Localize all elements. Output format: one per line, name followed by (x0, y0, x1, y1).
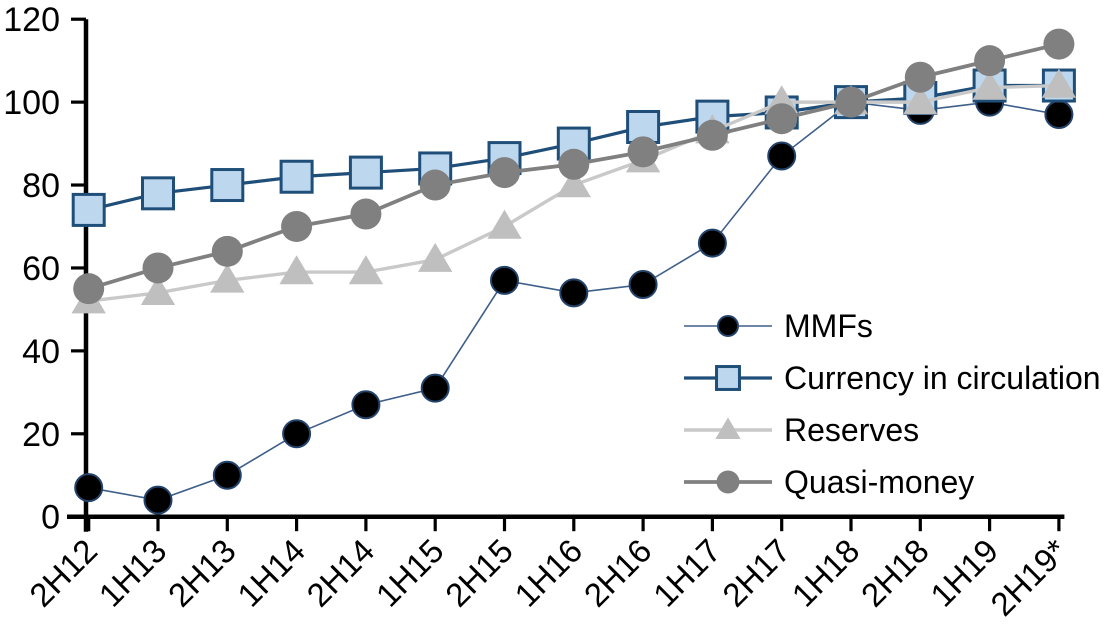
marker-mmfs-2h15 (490, 265, 519, 295)
x-tick-label-2h19: 2H19* (983, 532, 1074, 623)
legend-label-mmfs: MMFs (784, 308, 873, 344)
marker-quasi-money-2h17 (766, 103, 798, 135)
y-tick-label: 40 (22, 333, 60, 371)
marker-reserves-1h16 (556, 168, 591, 198)
x-tick-label-1h16: 1H16 (507, 532, 589, 614)
series-reserves (71, 68, 1077, 314)
x-tick-label-1h15: 1H15 (369, 532, 451, 614)
x-tick-label-2h16: 2H16 (577, 532, 659, 614)
marker-reserves-2h18 (903, 85, 938, 115)
marker-currency-in-circulation-2h14 (348, 155, 383, 190)
marker-mmfs-1h17 (697, 228, 727, 258)
marker-quasi-money-1h13 (142, 252, 174, 284)
legend: MMFs Currency in circulation Reserves Quasi… (684, 308, 1101, 500)
marker-mmfs-1h14 (282, 419, 312, 449)
marker-quasi-money-2h15 (489, 157, 520, 189)
x-tick-label-1h14: 1H14 (230, 532, 312, 614)
x-tick-label-1h17: 1H17 (646, 532, 728, 614)
y-tick-label: 100 (3, 84, 60, 122)
marker-quasi-money-2h14 (350, 198, 382, 230)
marker-reserves-1h15 (418, 242, 453, 272)
series-mmfs (74, 87, 1074, 515)
series-quasi-money (73, 28, 1075, 305)
y-tick-label: 120 (3, 1, 60, 39)
marker-quasi-money-1h17 (696, 119, 728, 151)
legend-item-mmfs: MMFs (684, 308, 873, 344)
marker-quasi-money-1h15 (419, 169, 451, 201)
legend-item-reserves: Reserves (684, 412, 919, 448)
marker-reserves-2h14 (348, 255, 384, 285)
legend-label-currency-in-circulation: Currency in circulation (784, 360, 1101, 396)
marker-currency-in-circulation-2h13 (210, 168, 245, 203)
marker-mmfs-2h13 (212, 460, 242, 490)
marker-reserves-2h19 (1041, 68, 1077, 98)
marker-quasi-money-1h14 (281, 210, 313, 242)
y-tick-label: 0 (41, 499, 60, 537)
marker-reserves-2h13 (210, 263, 245, 293)
marker-quasi-money-2h16 (627, 136, 659, 168)
marker-currency-in-circulation-2h12 (71, 192, 106, 227)
legend-item-quasi-money: Quasi-money (684, 464, 974, 500)
legend-marker-quasi-money (716, 470, 740, 494)
marker-reserves-1h14 (279, 255, 314, 285)
x-tick-label-2h18: 2H18 (854, 532, 936, 614)
y-tick-label: 60 (22, 250, 60, 288)
legend-label-reserves: Reserves (784, 412, 919, 448)
x-tick-label-2h17: 2H17 (715, 532, 797, 614)
marker-mmfs-1h13 (143, 485, 173, 515)
legend-marker-mmfs (717, 315, 739, 337)
y-tick-label: 20 (22, 416, 60, 454)
legend-item-currency-in-circulation: Currency in circulation (684, 360, 1101, 396)
x-tick-label-2h13: 2H13 (161, 532, 243, 614)
marker-mmfs-2h17 (767, 141, 797, 171)
legend-label-quasi-money: Quasi-money (784, 464, 974, 500)
y-tick-label: 80 (22, 167, 60, 205)
x-tick-label-1h18: 1H18 (785, 532, 867, 614)
x-tick-label-2h12: 2H12 (22, 532, 104, 614)
marker-currency-in-circulation-1h13 (141, 176, 175, 211)
x-tick-label-1h13: 1H13 (92, 532, 174, 614)
marker-mmfs-1h15 (420, 373, 450, 403)
marker-reserves-2h15 (487, 209, 522, 239)
legend-marker-reserves (715, 417, 741, 440)
marker-quasi-money-1h18 (835, 86, 867, 118)
x-tick-label-2h14: 2H14 (299, 532, 381, 614)
x-tick-label-2h15: 2H15 (438, 532, 520, 614)
legend-marker-currency-in-circulation (715, 365, 741, 391)
marker-quasi-money-2h18 (904, 61, 936, 93)
marker-quasi-money-1h19 (974, 45, 1006, 77)
marker-quasi-money-2h13 (211, 235, 243, 267)
marker-mmfs-2h16 (628, 270, 658, 300)
marker-mmfs-2h12 (74, 473, 104, 503)
marker-reserves-1h19 (972, 70, 1007, 100)
marker-mmfs-2h19 (1044, 100, 1074, 130)
marker-quasi-money-2h12 (73, 273, 105, 305)
marker-currency-in-circulation-1h14 (279, 159, 314, 194)
marker-mmfs-2h14 (351, 390, 381, 420)
marker-mmfs-1h16 (559, 278, 589, 308)
marker-reserves-1h13 (140, 275, 176, 306)
marker-quasi-money-2h19 (1043, 28, 1075, 60)
marker-quasi-money-1h16 (558, 148, 590, 180)
